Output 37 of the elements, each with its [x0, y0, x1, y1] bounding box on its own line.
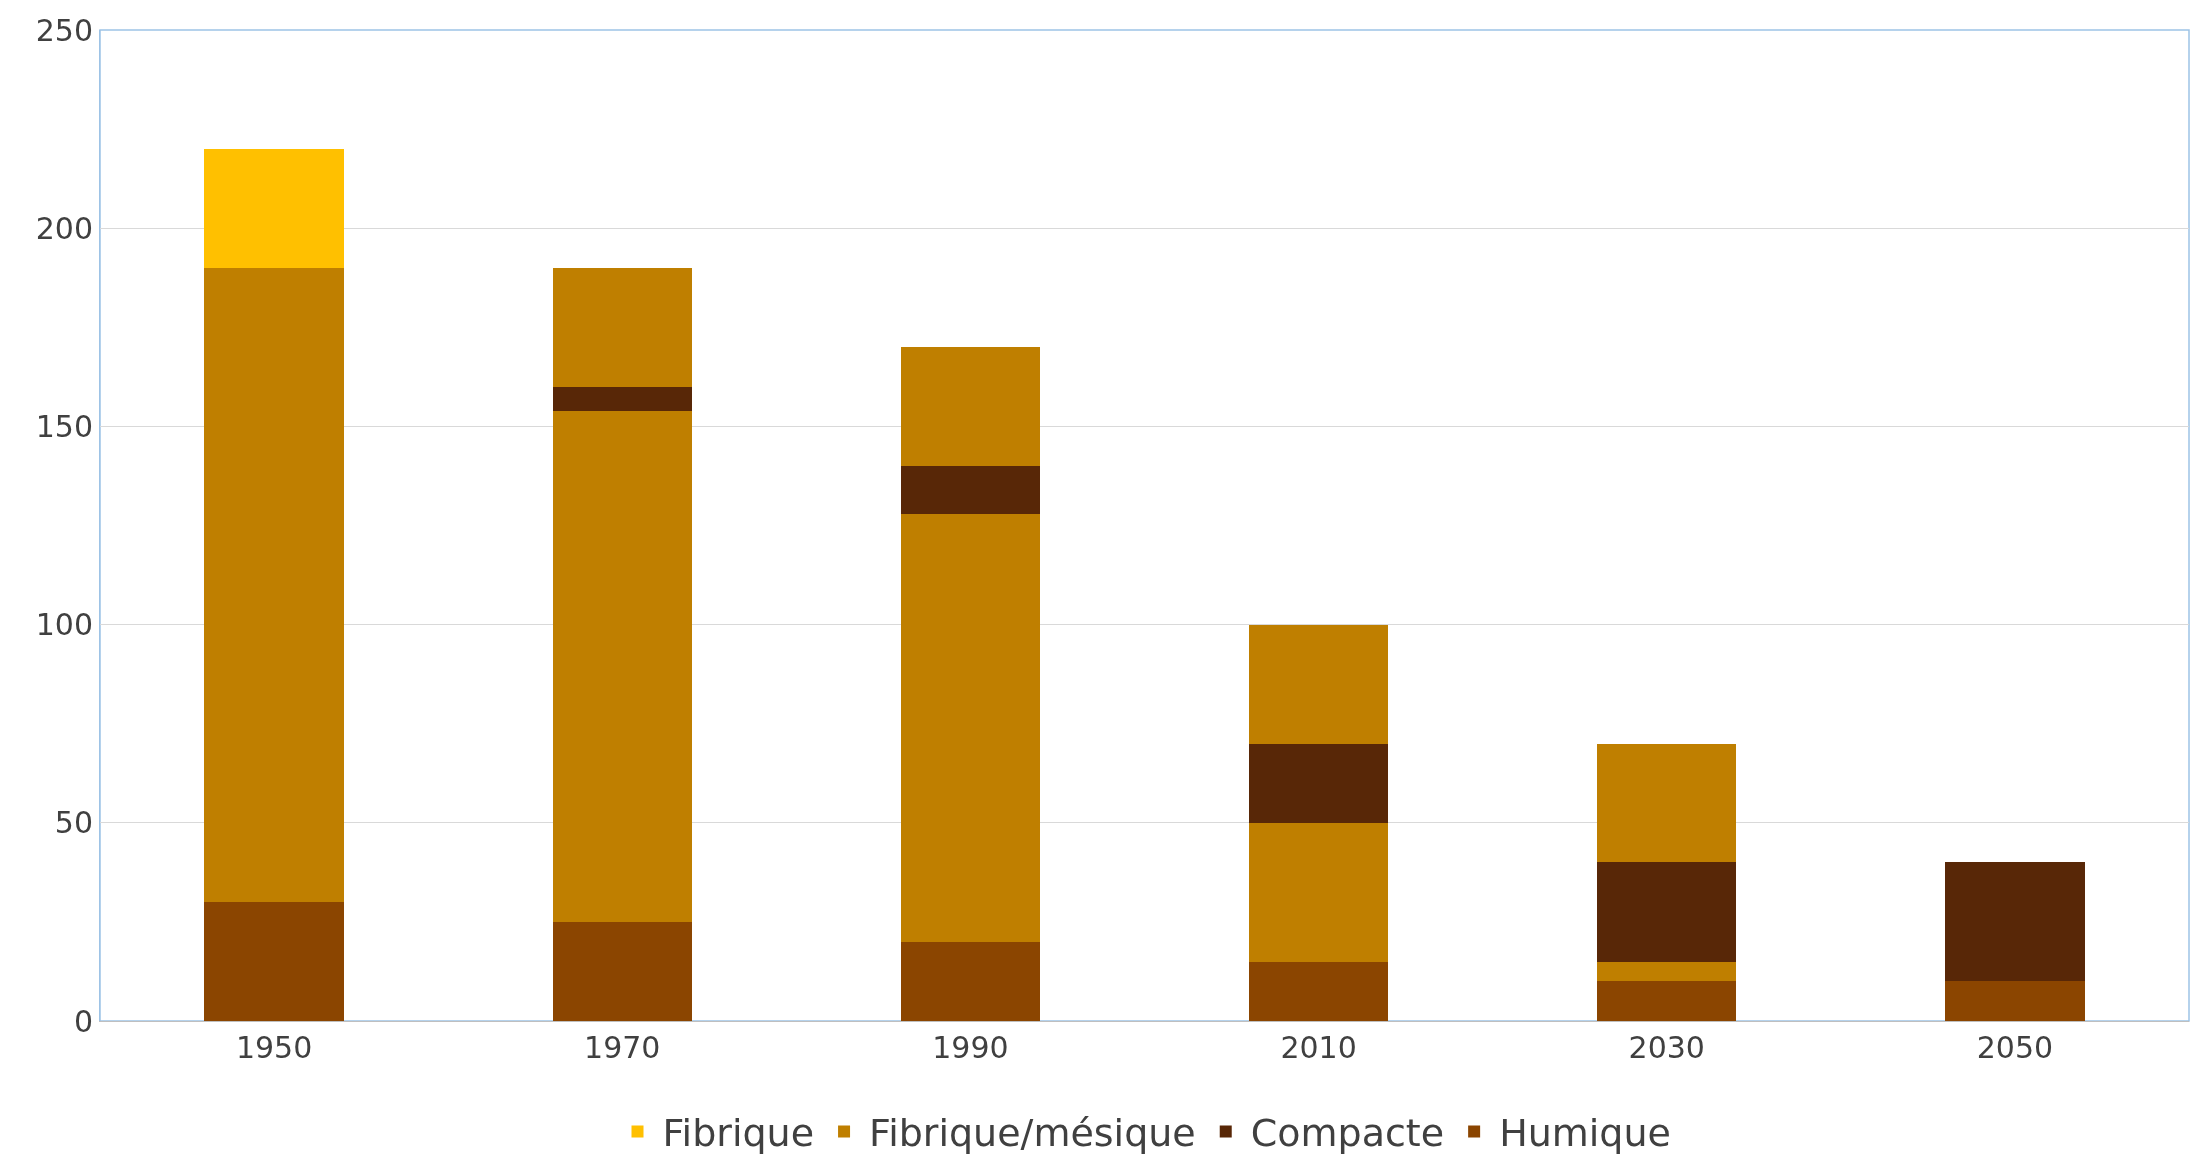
y-tick-label: 250	[35, 12, 93, 48]
bar	[900, 347, 1041, 467]
bar	[552, 267, 692, 387]
x-tick-label: 1970	[584, 1030, 661, 1065]
y-tick-label: 150	[35, 408, 93, 444]
legend-label: Fibrique/mésique	[869, 1111, 1196, 1156]
bar	[1248, 743, 1389, 823]
bar	[1248, 961, 1389, 1021]
bar	[552, 386, 692, 411]
y-tick-label: 100	[35, 607, 93, 643]
bar	[1597, 862, 1737, 962]
bar	[1945, 981, 2085, 1021]
x-tick-label: 1990	[932, 1030, 1009, 1065]
bar	[1945, 862, 2085, 982]
legend-label: Humique	[1499, 1111, 1671, 1156]
legend-label: Compacte	[1250, 1111, 1445, 1156]
bar	[1597, 961, 1737, 982]
bar	[900, 513, 1041, 942]
bar	[552, 410, 692, 922]
bar	[900, 466, 1041, 514]
bar	[204, 267, 344, 903]
y-tick-label: 200	[35, 210, 93, 246]
bar	[1248, 624, 1389, 744]
x-tick-label: 2050	[1976, 1030, 2054, 1065]
bar	[204, 148, 344, 268]
bar	[900, 941, 1041, 1021]
bar	[204, 902, 344, 1021]
bar	[1248, 822, 1389, 962]
y-tick-label: 0	[73, 1003, 93, 1039]
y-tick-label: 50	[54, 805, 93, 841]
legend-label: Fibrique	[662, 1111, 815, 1156]
x-tick-label: 1950	[235, 1030, 313, 1065]
x-tick-label: 2030	[1628, 1030, 1705, 1065]
x-tick-label: 2010	[1280, 1030, 1357, 1065]
bar	[1597, 743, 1737, 863]
bar	[552, 921, 692, 1021]
bar	[1597, 981, 1737, 1021]
